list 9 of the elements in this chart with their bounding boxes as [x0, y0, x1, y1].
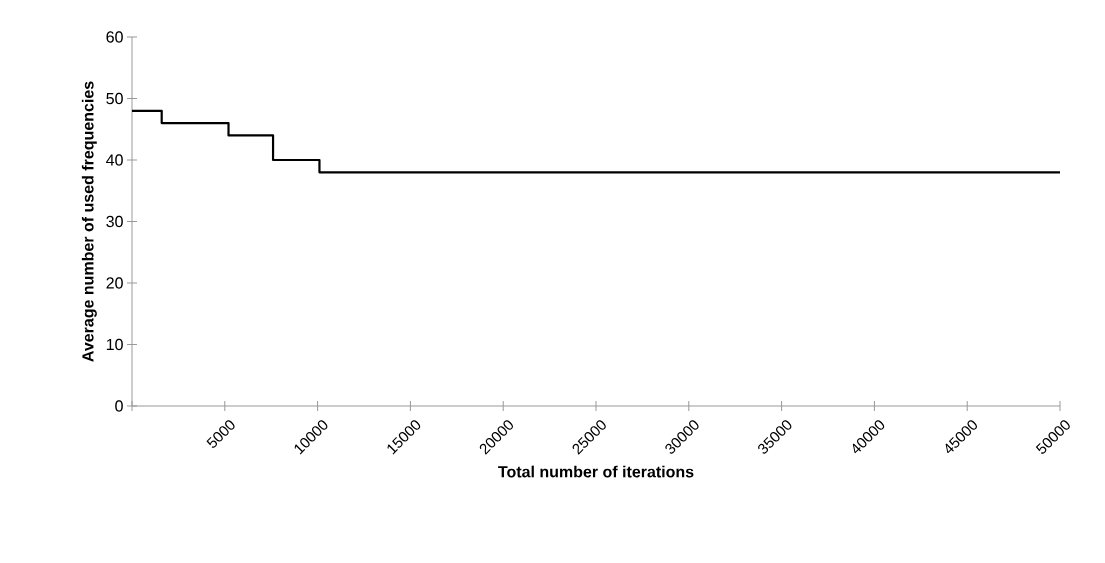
y-tick-label: 40: [106, 154, 123, 166]
y-tick-label: 60: [106, 31, 123, 43]
y-axis-title: Average number of used frequencies: [81, 81, 97, 362]
y-tick-label: 50: [106, 92, 123, 105]
y-tick-label: 30: [106, 215, 123, 228]
x-axis-title: Total number of iterations: [498, 465, 694, 478]
y-tick-label: 0: [115, 400, 123, 412]
y-tick-label: 20: [106, 277, 123, 289]
y-tick-label: 10: [106, 338, 123, 351]
